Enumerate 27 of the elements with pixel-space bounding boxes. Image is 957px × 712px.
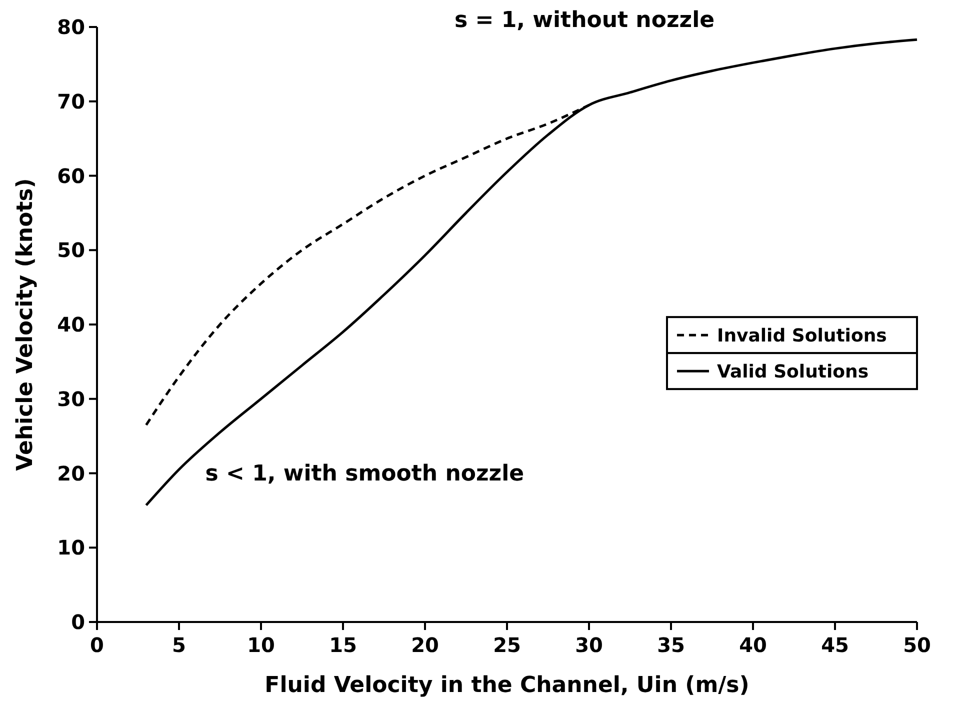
x-axis-title: Fluid Velocity in the Channel, Uin (m/s) (264, 673, 750, 698)
x-tick-label: 25 (493, 633, 521, 657)
x-tick-label: 30 (575, 633, 603, 657)
x-tick-label: 40 (739, 633, 767, 657)
y-tick-label: 20 (57, 461, 85, 486)
y-tick-label: 10 (57, 536, 85, 560)
y-tick-label: 40 (57, 312, 85, 336)
x-tick-label: 10 (247, 633, 275, 657)
x-tick-label: 20 (411, 633, 439, 657)
x-tick-label: 15 (329, 633, 357, 657)
x-tick-label: 35 (657, 633, 685, 657)
y-tick-label: 0 (71, 610, 85, 634)
annotation: s = 1, without nozzle (454, 8, 715, 33)
annotation: s < 1, with smooth nozzle (205, 462, 524, 487)
legend-label: Valid Solutions (717, 361, 869, 382)
y-axis-title: Vehicle Velocity (knots) (13, 178, 38, 471)
y-tick-label: 70 (57, 89, 85, 114)
y-tick-label: 60 (57, 164, 85, 188)
x-tick-label: 0 (90, 633, 104, 657)
y-tick-label: 80 (57, 15, 85, 39)
x-tick-label: 45 (821, 633, 849, 657)
x-tick-label: 50 (903, 633, 931, 657)
x-tick-label: 5 (172, 633, 186, 657)
legend-label: Invalid Solutions (717, 325, 887, 346)
y-tick-label: 50 (57, 238, 85, 262)
line-series (144, 38, 918, 506)
y-tick-label: 30 (57, 386, 85, 411)
